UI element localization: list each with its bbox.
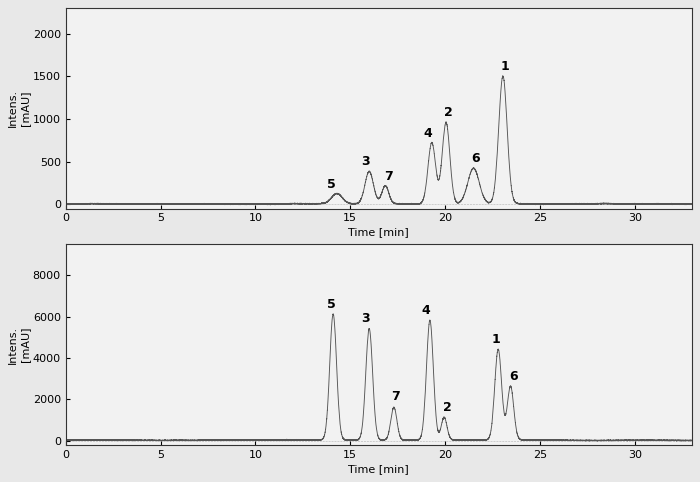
Text: 3: 3 — [361, 156, 370, 169]
Y-axis label: Intens.
[mAU]: Intens. [mAU] — [8, 89, 30, 127]
Text: 5: 5 — [327, 297, 335, 310]
X-axis label: Time [min]: Time [min] — [349, 464, 409, 474]
Text: 6: 6 — [509, 370, 518, 383]
Text: 7: 7 — [384, 170, 393, 183]
Text: 5: 5 — [327, 177, 335, 190]
X-axis label: Time [min]: Time [min] — [349, 228, 409, 238]
Text: 7: 7 — [391, 390, 400, 403]
Text: 6: 6 — [471, 152, 480, 165]
Y-axis label: Intens.
[mAU]: Intens. [mAU] — [8, 325, 30, 363]
Text: 4: 4 — [421, 304, 430, 317]
Text: 1: 1 — [492, 333, 500, 346]
Text: 1: 1 — [500, 60, 509, 73]
Text: 4: 4 — [424, 126, 433, 139]
Text: 3: 3 — [361, 312, 370, 325]
Text: 2: 2 — [442, 401, 452, 414]
Text: 2: 2 — [444, 106, 452, 119]
